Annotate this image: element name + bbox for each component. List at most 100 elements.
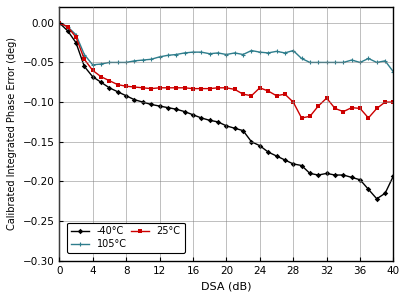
105°C bbox=[182, 51, 187, 55]
Y-axis label: Calibrated Integrated Phase Error (deg): Calibrated Integrated Phase Error (deg) bbox=[7, 37, 17, 230]
-40°C bbox=[216, 120, 221, 124]
25°C bbox=[391, 100, 396, 104]
25°C bbox=[333, 107, 337, 110]
-40°C bbox=[190, 113, 195, 117]
25°C bbox=[190, 87, 195, 90]
25°C bbox=[307, 114, 312, 118]
105°C bbox=[274, 49, 279, 53]
Line: -40°C: -40°C bbox=[57, 21, 396, 201]
105°C bbox=[358, 61, 363, 64]
105°C bbox=[282, 51, 287, 55]
25°C bbox=[366, 116, 371, 120]
-40°C bbox=[383, 191, 387, 195]
25°C bbox=[82, 58, 87, 61]
25°C bbox=[132, 85, 137, 89]
-40°C bbox=[74, 41, 79, 44]
-40°C bbox=[82, 65, 87, 68]
-40°C bbox=[374, 197, 379, 201]
25°C bbox=[374, 107, 379, 110]
-40°C bbox=[224, 124, 229, 128]
-40°C bbox=[65, 29, 70, 32]
-40°C bbox=[299, 164, 304, 167]
105°C bbox=[157, 55, 162, 59]
25°C bbox=[115, 83, 120, 86]
105°C bbox=[174, 53, 179, 56]
25°C bbox=[149, 87, 153, 90]
-40°C bbox=[307, 172, 312, 175]
25°C bbox=[174, 86, 179, 90]
105°C bbox=[324, 61, 329, 64]
-40°C bbox=[124, 94, 129, 97]
25°C bbox=[124, 84, 129, 88]
25°C bbox=[257, 86, 262, 90]
105°C bbox=[149, 58, 153, 61]
-40°C bbox=[174, 107, 179, 111]
25°C bbox=[274, 94, 279, 97]
105°C bbox=[341, 61, 346, 64]
25°C bbox=[224, 86, 229, 90]
105°C bbox=[291, 49, 295, 52]
25°C bbox=[266, 89, 271, 93]
-40°C bbox=[90, 75, 95, 78]
-40°C bbox=[140, 100, 145, 104]
-40°C bbox=[249, 140, 254, 144]
25°C bbox=[232, 88, 237, 91]
-40°C bbox=[257, 144, 262, 148]
-40°C bbox=[115, 90, 120, 94]
-40°C bbox=[57, 21, 62, 25]
-40°C bbox=[391, 174, 396, 178]
105°C bbox=[132, 59, 137, 63]
105°C bbox=[74, 33, 79, 36]
105°C bbox=[57, 21, 62, 25]
105°C bbox=[98, 62, 103, 66]
25°C bbox=[182, 86, 187, 90]
-40°C bbox=[366, 187, 371, 191]
25°C bbox=[341, 110, 346, 113]
25°C bbox=[358, 107, 363, 110]
105°C bbox=[90, 63, 95, 67]
105°C bbox=[224, 53, 229, 56]
25°C bbox=[140, 86, 145, 90]
105°C bbox=[266, 51, 271, 55]
-40°C bbox=[157, 104, 162, 108]
-40°C bbox=[316, 173, 321, 177]
105°C bbox=[199, 50, 204, 54]
25°C bbox=[107, 79, 112, 83]
25°C bbox=[57, 21, 62, 25]
105°C bbox=[207, 52, 212, 55]
Line: 105°C: 105°C bbox=[57, 20, 396, 74]
105°C bbox=[140, 58, 145, 62]
25°C bbox=[241, 92, 245, 96]
-40°C bbox=[232, 126, 237, 130]
25°C bbox=[74, 35, 79, 39]
25°C bbox=[65, 25, 70, 29]
X-axis label: DSA (dB): DSA (dB) bbox=[201, 281, 252, 291]
-40°C bbox=[207, 119, 212, 122]
25°C bbox=[207, 87, 212, 90]
105°C bbox=[366, 57, 371, 60]
-40°C bbox=[341, 173, 346, 177]
105°C bbox=[124, 61, 129, 64]
-40°C bbox=[149, 103, 153, 106]
Line: 25°C: 25°C bbox=[57, 21, 396, 120]
105°C bbox=[232, 51, 237, 55]
-40°C bbox=[282, 158, 287, 162]
105°C bbox=[257, 50, 262, 54]
105°C bbox=[249, 49, 254, 52]
-40°C bbox=[324, 172, 329, 175]
25°C bbox=[165, 86, 170, 90]
105°C bbox=[241, 53, 245, 56]
-40°C bbox=[98, 80, 103, 84]
25°C bbox=[98, 75, 103, 78]
-40°C bbox=[132, 98, 137, 102]
105°C bbox=[107, 61, 112, 64]
25°C bbox=[299, 116, 304, 120]
25°C bbox=[324, 96, 329, 100]
25°C bbox=[249, 94, 254, 97]
-40°C bbox=[241, 129, 245, 132]
105°C bbox=[299, 57, 304, 60]
105°C bbox=[316, 61, 321, 64]
25°C bbox=[316, 104, 321, 108]
25°C bbox=[199, 87, 204, 90]
25°C bbox=[383, 100, 387, 104]
